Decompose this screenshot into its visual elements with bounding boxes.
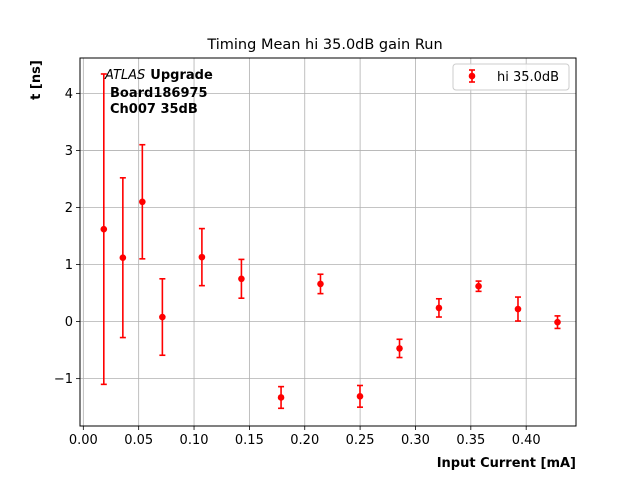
data-point bbox=[198, 253, 206, 261]
x-tick-label: 0.40 bbox=[512, 433, 541, 448]
y-axis-label: t [ns] bbox=[29, 60, 44, 100]
data-point bbox=[396, 345, 403, 352]
chart-title: Timing Mean hi 35.0dB gain Run bbox=[206, 37, 442, 53]
legend: hi 35.0dB bbox=[452, 63, 570, 91]
legend-dot bbox=[468, 72, 476, 80]
upgrade-text: Upgrade bbox=[150, 68, 213, 83]
x-tick-label: 0.00 bbox=[69, 433, 98, 448]
data-point bbox=[277, 394, 285, 401]
data-point bbox=[159, 313, 166, 321]
plot-frame bbox=[79, 57, 577, 427]
atlas-text: ATLAS bbox=[104, 68, 145, 83]
y-tick-label: 1 bbox=[65, 258, 73, 273]
x-tick-label: 0.35 bbox=[456, 433, 485, 448]
axis-ticks: 0.00 0.05 0.10 0.15 0.20 0.25 0.30 0.35 0.40 −1 0 1… bbox=[54, 87, 541, 448]
y-tick-label: 0 bbox=[65, 315, 73, 330]
data-point bbox=[317, 280, 324, 288]
x-tick-label: 0.30 bbox=[401, 433, 430, 448]
x-tick-label: 0.10 bbox=[180, 433, 209, 448]
data-point bbox=[100, 225, 108, 233]
atlas-label: ATLAS Upgrade bbox=[104, 68, 213, 83]
legend-box bbox=[452, 63, 570, 91]
x-tick-label: 0.25 bbox=[346, 433, 375, 448]
data-point bbox=[139, 198, 146, 206]
data-point bbox=[514, 305, 522, 313]
y-tick-label: 2 bbox=[65, 201, 73, 216]
y-tick-label: 3 bbox=[65, 144, 73, 159]
data-point bbox=[356, 393, 364, 400]
y-tick-label: 4 bbox=[65, 87, 73, 102]
legend-marker bbox=[468, 69, 476, 83]
x-tick-label: 0.05 bbox=[124, 433, 153, 448]
data-point bbox=[435, 304, 443, 312]
data-point bbox=[554, 318, 561, 326]
data-point bbox=[119, 254, 127, 261]
x-axis-label: Input Current [mA] bbox=[437, 456, 576, 471]
data-point bbox=[238, 275, 245, 283]
data-point bbox=[475, 282, 482, 290]
board-label: Board186975 bbox=[110, 86, 208, 101]
channel-label: Ch007 35dB bbox=[110, 102, 198, 117]
x-tick-label: 0.15 bbox=[235, 433, 264, 448]
x-tick-label: 0.20 bbox=[290, 433, 319, 448]
legend-label: hi 35.0dB bbox=[497, 70, 559, 85]
data-points bbox=[100, 73, 561, 410]
y-tick-label: −1 bbox=[54, 372, 73, 387]
